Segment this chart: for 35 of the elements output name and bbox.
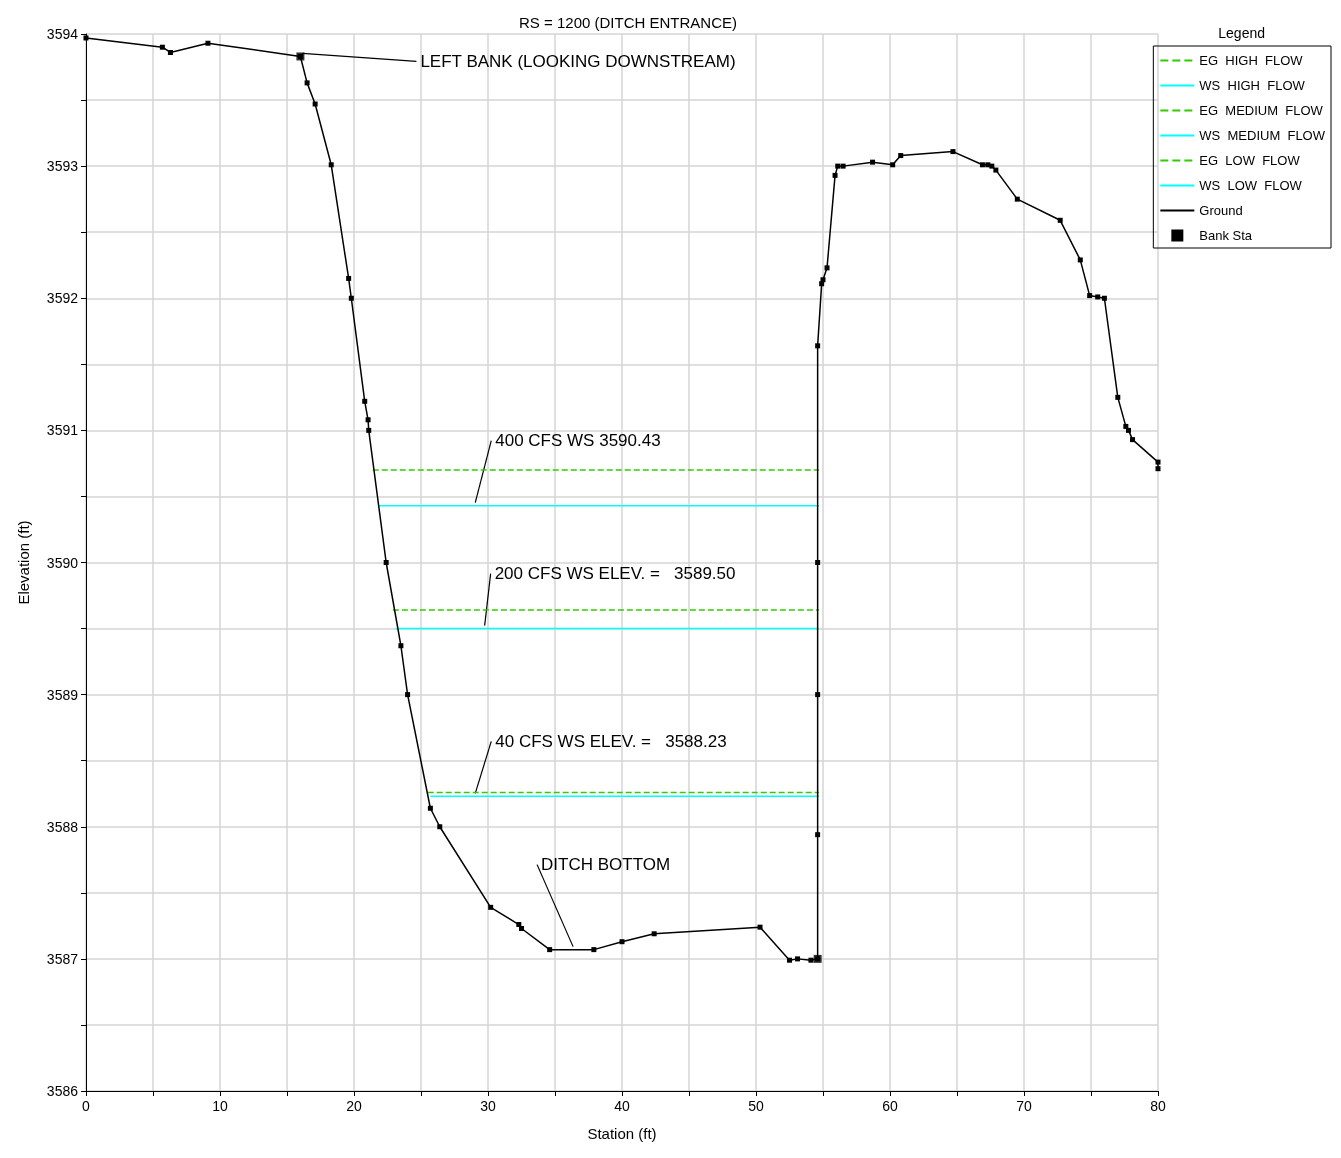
y-tick-label: 3588 <box>46 818 79 835</box>
legend-label: EG LOW FLOW <box>1199 153 1301 168</box>
legend-label: EG HIGH FLOW <box>1199 53 1304 68</box>
annotation: 200 CFS WS ELEV. = 3589.50 <box>494 564 736 584</box>
x-tick-label: 30 <box>480 1098 496 1114</box>
x-tick-label: 70 <box>1016 1098 1032 1114</box>
legend-title: Legend <box>1218 25 1265 41</box>
x-tick-label: 50 <box>748 1098 764 1114</box>
x-tick-label: 10 <box>212 1098 228 1114</box>
annotation: 400 CFS WS 3590.43 <box>495 431 661 451</box>
legend-label: EG MEDIUM FLOW <box>1199 103 1324 118</box>
legend-label: WS MEDIUM FLOW <box>1199 128 1326 143</box>
y-tick-label: 3591 <box>46 422 79 439</box>
x-tick-label: 80 <box>1150 1098 1166 1114</box>
y-tick-label: 3593 <box>46 158 79 175</box>
chart-title: RS = 1200 (DITCH ENTRANCE) <box>519 14 737 31</box>
x-tick-label: 0 <box>82 1098 91 1114</box>
y-tick-label: 3589 <box>46 686 79 703</box>
y-axis-title: Elevation (ft) <box>15 520 32 605</box>
legend-label: Bank Sta <box>1199 228 1253 243</box>
x-axis-title: Station (ft) <box>587 1125 657 1142</box>
x-tick-label: 20 <box>346 1098 362 1114</box>
legend-label: Ground <box>1199 203 1243 218</box>
y-tick-label: 3587 <box>46 950 79 967</box>
annotation: LEFT BANK (LOOKING DOWNSTREAM) <box>420 51 736 71</box>
legend-label: WS LOW FLOW <box>1199 178 1303 193</box>
x-tick-label: 40 <box>614 1098 630 1114</box>
x-tick-label: 60 <box>882 1098 898 1114</box>
annotation: DITCH BOTTOM <box>541 855 671 875</box>
y-tick-label: 3586 <box>46 1083 79 1099</box>
legend-label: WS HIGH FLOW <box>1199 78 1306 93</box>
y-tick-label: 3592 <box>46 290 79 307</box>
y-tick-label: 3590 <box>46 554 79 571</box>
annotation: 40 CFS WS ELEV. = 3588.23 <box>495 731 727 751</box>
y-tick-label: 3594 <box>46 26 79 42</box>
